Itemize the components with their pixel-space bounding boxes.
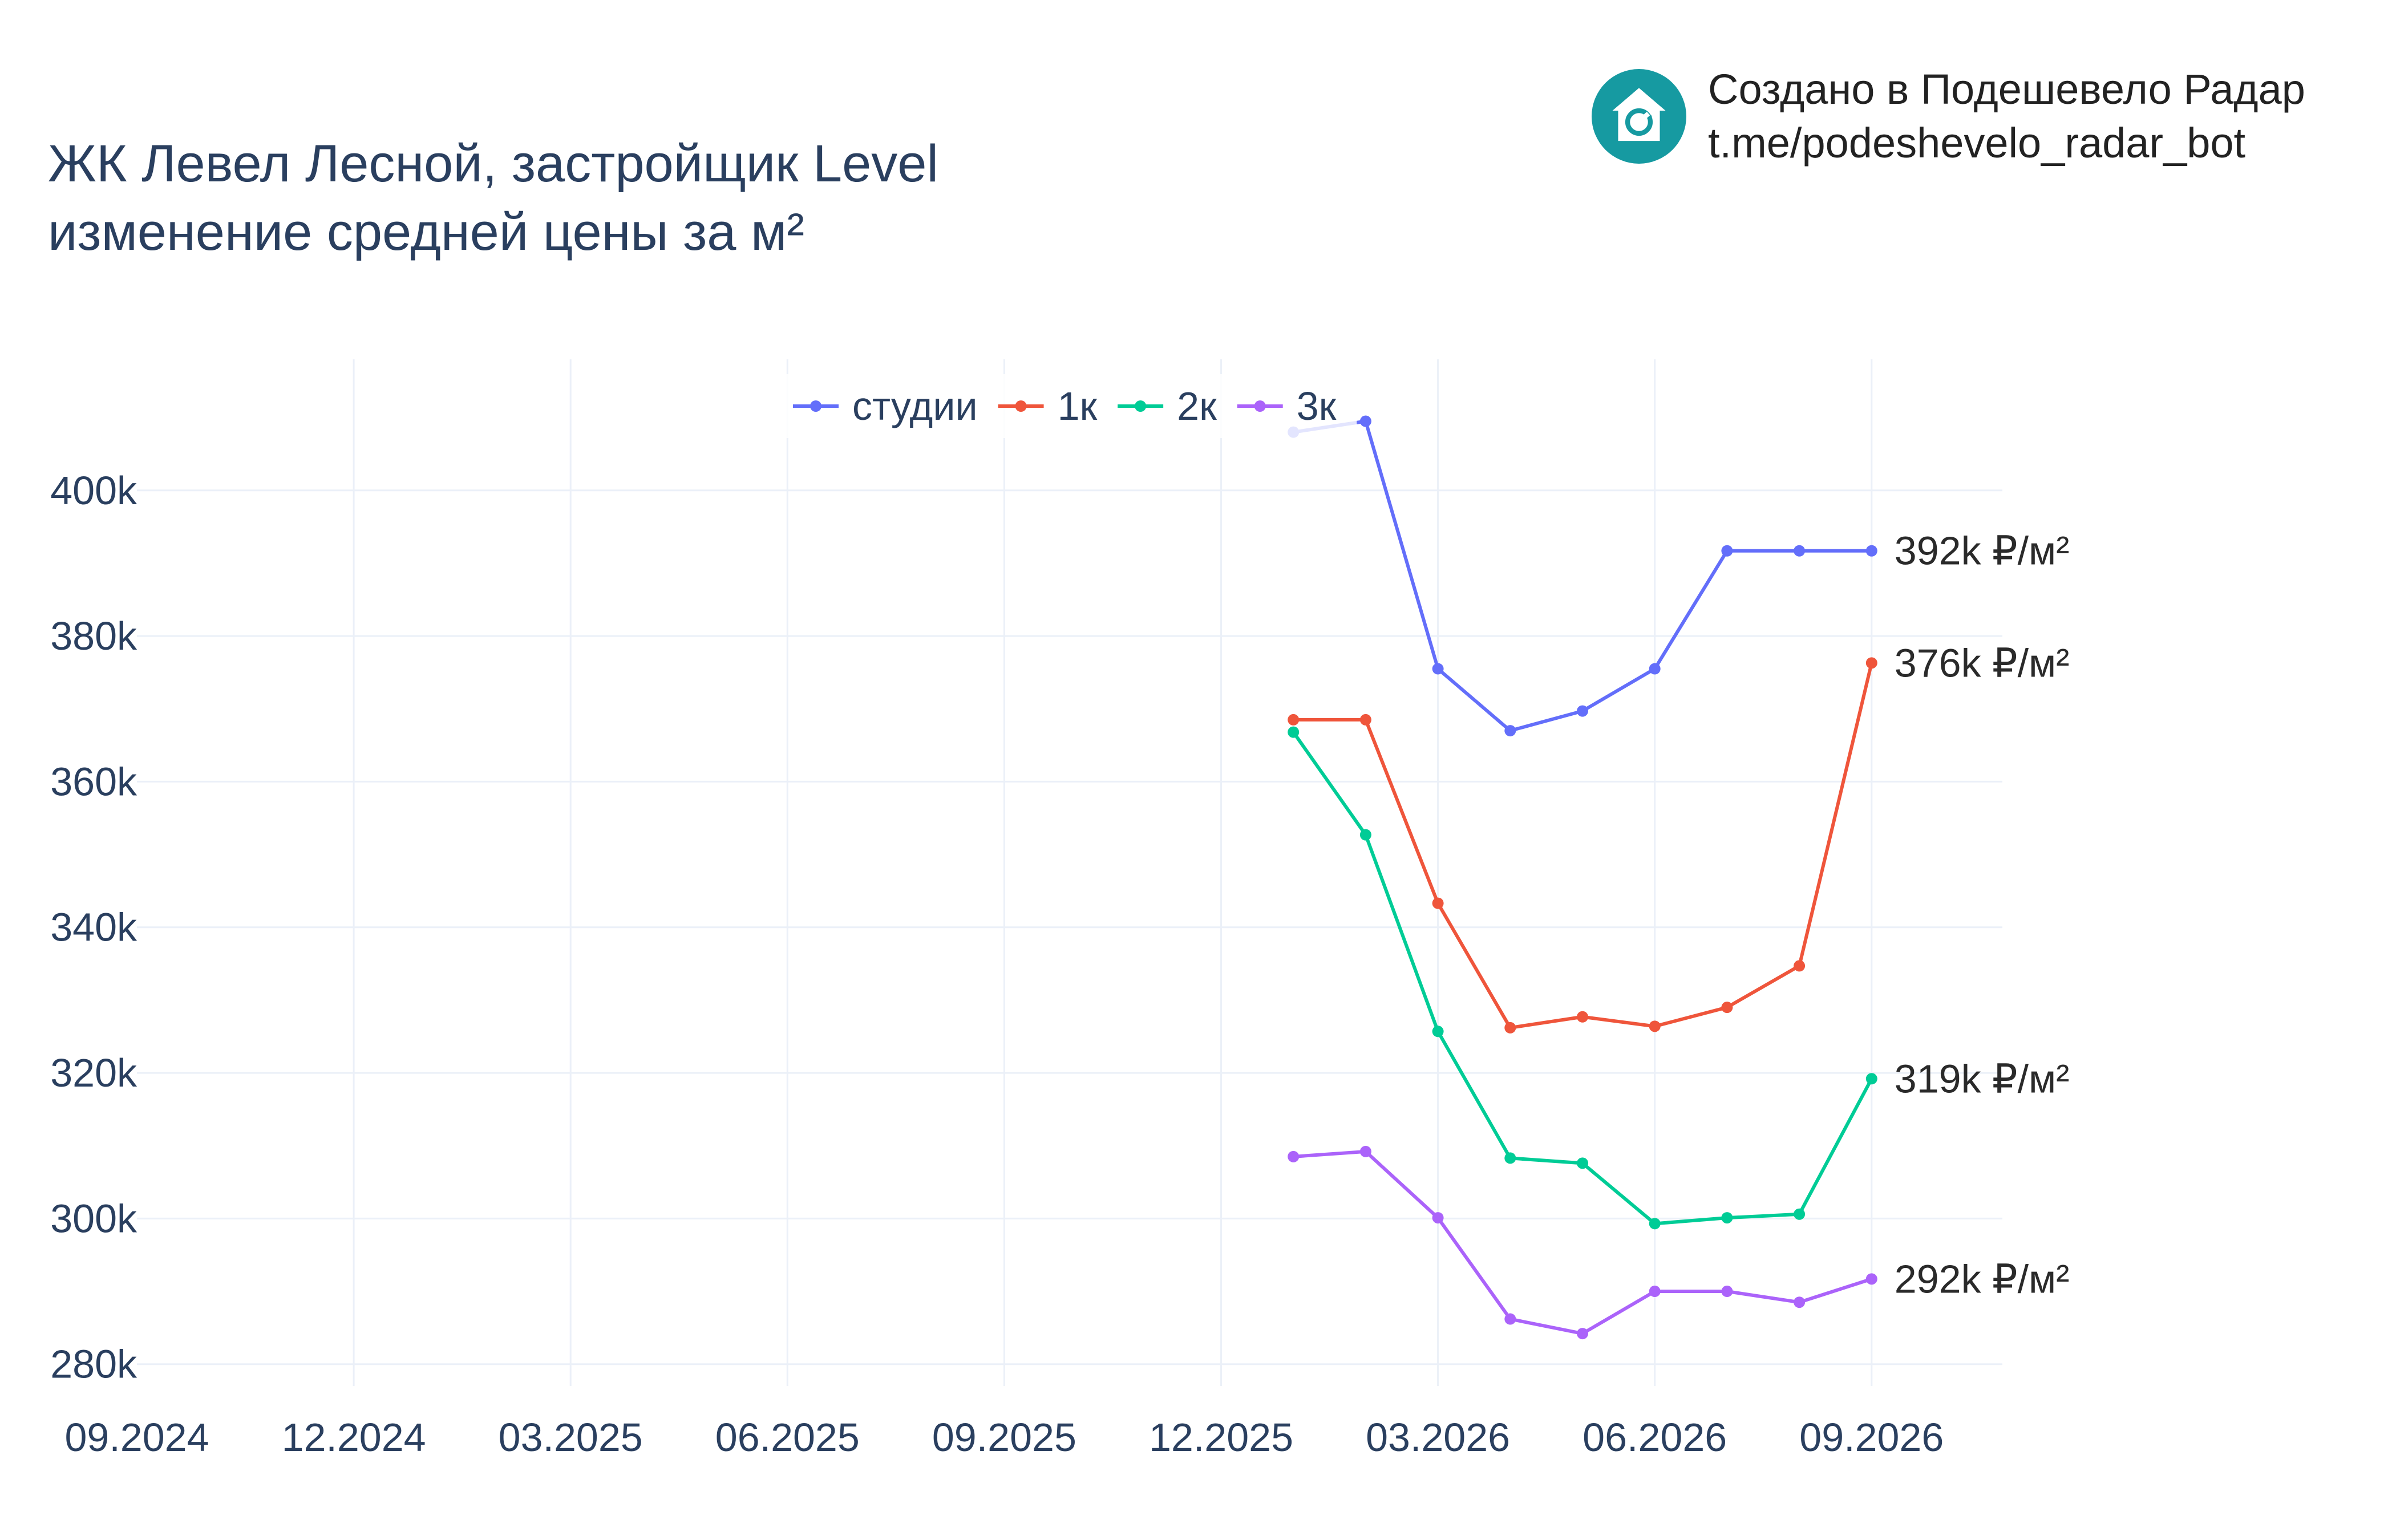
chart-title-line-2: изменение средней цены за м² (48, 202, 804, 261)
legend-label-2: 2к (1177, 384, 1217, 428)
series-2-point-7 (1794, 1208, 1806, 1220)
legend-label-3: 3к (1297, 384, 1337, 428)
series-3-point-6 (1721, 1286, 1733, 1298)
series-3-point-5 (1649, 1286, 1661, 1298)
x-tick-label-8: 09.2026 (1799, 1415, 1944, 1460)
series-1-point-2 (1432, 897, 1444, 909)
series-3 (1288, 1145, 1877, 1340)
end-label-2: 319k ₽/м² (1895, 1056, 2070, 1101)
brand-link[interactable]: t.me/podeshevelo_radar_bot (1708, 119, 2246, 167)
y-tick-label-2: 320k (50, 1051, 137, 1095)
series-3-point-7 (1794, 1296, 1806, 1308)
chart-title-line-1: ЖК Левел Лесной, застройщик Level (48, 135, 938, 193)
series-1-point-5 (1649, 1020, 1661, 1032)
series-0-point-6 (1721, 545, 1733, 557)
series-3-point-2 (1432, 1212, 1444, 1224)
series-3-point-4 (1577, 1328, 1588, 1340)
legend-marker-0 (810, 400, 821, 412)
series-0-point-2 (1432, 663, 1444, 675)
y-tick-label-5: 380k (50, 614, 137, 658)
series-1-point-8 (1865, 657, 1877, 669)
series-2-point-4 (1577, 1157, 1588, 1169)
legend-item-2[interactable]: 2к (1118, 384, 1217, 428)
x-tick-label-6: 03.2026 (1366, 1415, 1510, 1460)
series-3-point-1 (1359, 1145, 1371, 1157)
house-refresh-icon (1592, 69, 1686, 164)
legend-marker-1 (1015, 400, 1027, 412)
series-3-point-0 (1288, 1150, 1300, 1162)
series-2-point-8 (1865, 1073, 1877, 1085)
x-tick-label-3: 06.2025 (715, 1415, 860, 1460)
brand-block: Создано в Подешевело Радар t.me/podeshev… (1592, 63, 2305, 170)
series-1-point-0 (1288, 714, 1300, 726)
series-0-point-4 (1577, 705, 1588, 717)
series-line-1 (1293, 662, 1873, 1030)
x-tick-label-1: 12.2024 (282, 1415, 426, 1460)
series-2-point-0 (1288, 726, 1300, 738)
legend-item-3[interactable]: 3к (1237, 384, 1337, 428)
series-line-2 (1292, 731, 1873, 1226)
legend-label-0: студии (852, 384, 978, 428)
x-tick-label-4: 09.2025 (932, 1415, 1076, 1460)
series-1 (1288, 657, 1877, 1034)
chart-grid (137, 359, 2002, 1386)
chart-legend: студии 1к 2к 3к (782, 374, 1357, 438)
series-line-0 (1293, 419, 1872, 733)
y-tick-label-3: 340k (50, 905, 137, 950)
x-axis-ticks: 09.2024 12.2024 03.2025 06.2025 09.2025 12.20… (64, 1415, 1944, 1460)
y-tick-label-6: 400k (50, 468, 137, 513)
series-2-point-6 (1721, 1212, 1733, 1224)
series-2 (1288, 726, 1877, 1230)
legend-item-0[interactable]: студии (793, 384, 978, 428)
series-2-point-3 (1504, 1152, 1516, 1164)
legend-label-1: 1к (1058, 384, 1098, 428)
series-line-3 (1293, 1149, 1872, 1336)
series-0-point-7 (1794, 545, 1806, 557)
legend-item-1[interactable]: 1к (998, 384, 1098, 428)
end-label-3: 292k ₽/м² (1895, 1257, 2070, 1301)
series-3-point-8 (1865, 1273, 1877, 1285)
end-labels: 392k ₽/м² 376k ₽/м² 319k ₽/м² 292k ₽/м² (1895, 529, 2070, 1302)
brand-text: Создано в Подешевело Радар t.me/podeshev… (1708, 63, 2305, 170)
y-tick-label-0: 280k (50, 1342, 137, 1387)
x-tick-label-7: 06.2026 (1583, 1415, 1727, 1460)
series-0-point-1 (1359, 415, 1371, 427)
series-0-point-8 (1865, 545, 1877, 557)
series-2-point-1 (1359, 829, 1371, 841)
series-2-point-5 (1649, 1218, 1661, 1230)
series-1-point-1 (1359, 714, 1371, 726)
x-tick-label-2: 03.2025 (499, 1415, 643, 1460)
end-label-0: 392k ₽/м² (1895, 529, 2070, 573)
series-3-point-3 (1504, 1313, 1516, 1325)
series-1-point-4 (1577, 1011, 1588, 1023)
series-1-point-6 (1721, 1002, 1733, 1014)
x-tick-label-5: 12.2025 (1149, 1415, 1293, 1460)
series-1-point-7 (1794, 960, 1806, 972)
y-tick-label-1: 300k (50, 1196, 137, 1241)
series-0-point-3 (1504, 725, 1516, 737)
legend-marker-3 (1254, 400, 1266, 412)
x-tick-label-0: 09.2024 (64, 1415, 209, 1460)
series-0-point-5 (1649, 663, 1661, 675)
legend-marker-2 (1135, 400, 1147, 412)
brand-name: Создано в Подешевело Радар (1708, 66, 2305, 113)
series-0 (1288, 415, 1877, 737)
y-tick-label-4: 360k (50, 759, 137, 804)
series-2-point-2 (1432, 1026, 1444, 1038)
series-1-point-3 (1504, 1022, 1516, 1034)
y-axis-ticks: 280k 300k 320k 340k 360k 380k 400k (50, 468, 137, 1387)
chart-series (1288, 415, 1877, 1340)
end-label-1: 376k ₽/м² (1895, 641, 2070, 685)
chart-title: ЖК Левел Лесной, застройщик Level измене… (48, 130, 938, 266)
